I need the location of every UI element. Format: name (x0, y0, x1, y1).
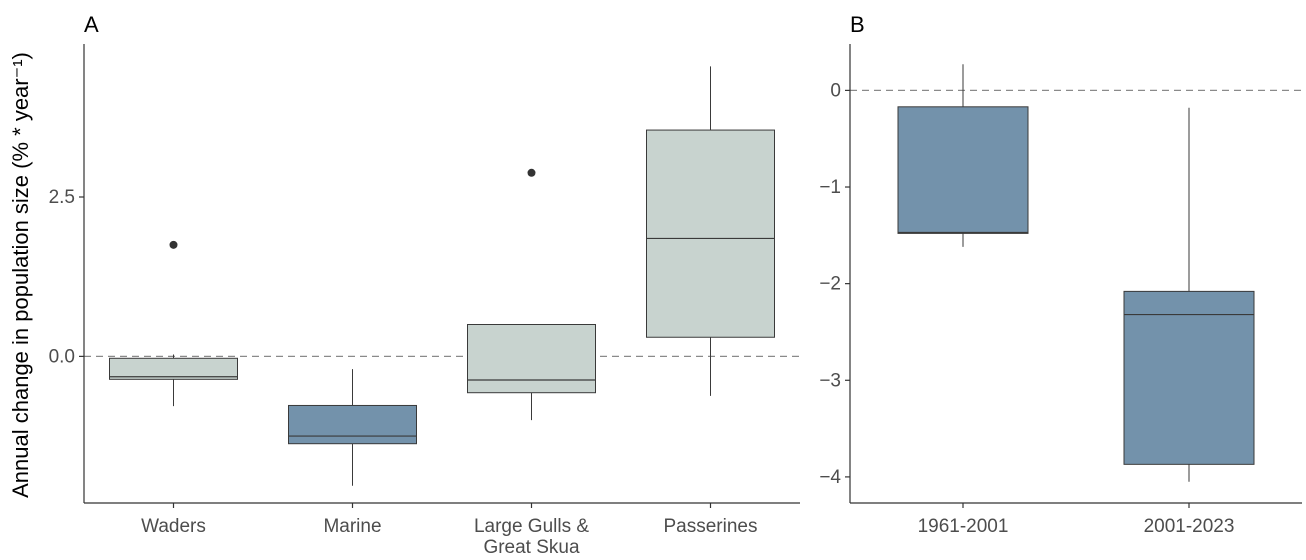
y-axis-title: Annual change in population size (% * ye… (8, 52, 33, 498)
box-iqr (897, 106, 1029, 234)
x-tick-label: 2001-2023 (1144, 516, 1235, 537)
x-tick-label: Passerines (664, 516, 758, 537)
y-tick-label: −2 (819, 274, 841, 295)
x-tick-label: Waders (141, 516, 206, 537)
y-tick-label: 0 (830, 80, 841, 101)
y-tick-label: 2.5 (49, 187, 75, 208)
x-tick-label: Large Gulls & Great Skua (474, 516, 589, 558)
x-tick-label: 1961-2001 (918, 516, 1009, 537)
box-iqr (467, 324, 596, 394)
y-tick-label: −1 (819, 177, 841, 198)
box-iqr (109, 357, 238, 380)
panel-a-label: A (84, 12, 99, 37)
box-iqr (1123, 290, 1255, 465)
panel-b-plot: 0 −1 −2 −3 −4 1961-2001 2001-2023 (819, 44, 1302, 537)
panel-a-plot: 0.0 2.5 Waders Marine Large Gulls & Great Sku… (49, 44, 800, 558)
x-tick-label: Marine (323, 516, 381, 537)
y-tick-label: 0.0 (49, 346, 75, 367)
box-iqr (646, 129, 775, 338)
outlier-point (527, 168, 536, 177)
y-tick-label: −3 (819, 370, 841, 391)
y-tick-label: −4 (819, 467, 841, 488)
panel-b-label: B (850, 12, 865, 37)
box-iqr (288, 404, 417, 445)
outlier-point (169, 240, 178, 249)
